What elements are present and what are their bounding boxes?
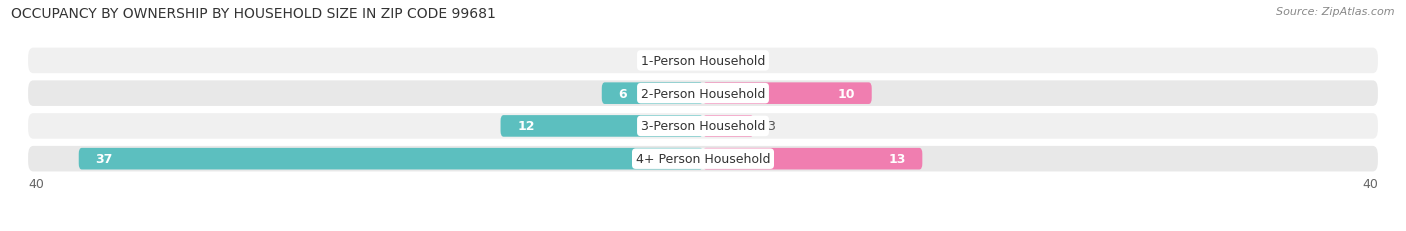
FancyBboxPatch shape <box>28 146 1378 172</box>
FancyBboxPatch shape <box>501 116 703 137</box>
Text: 0: 0 <box>682 55 689 68</box>
Text: 13: 13 <box>889 152 905 165</box>
Text: 6: 6 <box>619 87 627 100</box>
FancyBboxPatch shape <box>703 116 754 137</box>
FancyBboxPatch shape <box>79 148 703 170</box>
FancyBboxPatch shape <box>703 148 922 170</box>
Text: 37: 37 <box>96 152 112 165</box>
FancyBboxPatch shape <box>602 83 703 104</box>
Text: 0: 0 <box>717 55 724 68</box>
Text: 10: 10 <box>838 87 855 100</box>
FancyBboxPatch shape <box>703 83 872 104</box>
Text: 1-Person Household: 1-Person Household <box>641 55 765 68</box>
Text: 3: 3 <box>768 120 775 133</box>
Text: 4+ Person Household: 4+ Person Household <box>636 152 770 165</box>
Text: 12: 12 <box>517 120 534 133</box>
Text: 40: 40 <box>28 177 44 190</box>
Text: Source: ZipAtlas.com: Source: ZipAtlas.com <box>1277 7 1395 17</box>
Text: 3-Person Household: 3-Person Household <box>641 120 765 133</box>
FancyBboxPatch shape <box>28 81 1378 106</box>
Text: 40: 40 <box>1362 177 1378 190</box>
FancyBboxPatch shape <box>28 114 1378 139</box>
Text: OCCUPANCY BY OWNERSHIP BY HOUSEHOLD SIZE IN ZIP CODE 99681: OCCUPANCY BY OWNERSHIP BY HOUSEHOLD SIZE… <box>11 7 496 21</box>
Text: 2-Person Household: 2-Person Household <box>641 87 765 100</box>
FancyBboxPatch shape <box>28 49 1378 74</box>
